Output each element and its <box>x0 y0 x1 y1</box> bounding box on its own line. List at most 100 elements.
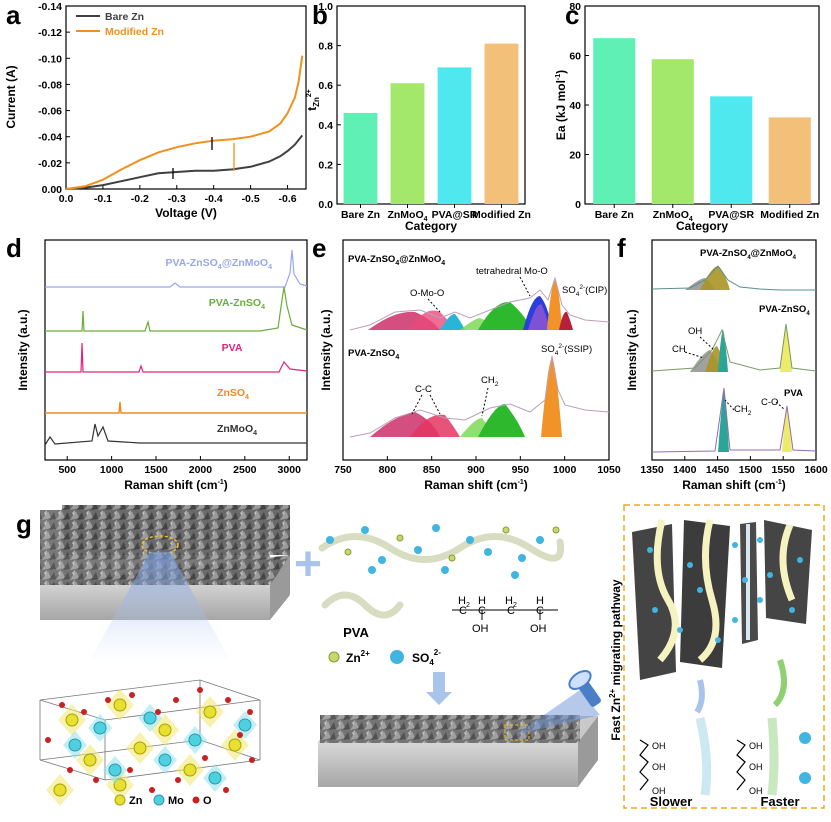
channel-ion <box>715 637 721 643</box>
slower-label: Slower <box>650 794 693 809</box>
zn-atom <box>158 723 172 737</box>
chart-e-xtick-label: 1000 <box>553 464 577 476</box>
chart-d-label-5: ZnMoO4 <box>217 423 257 437</box>
chart-d-xtick-label: 500 <box>58 464 76 476</box>
panel-label-c: c <box>565 0 579 30</box>
channel-ion <box>677 627 683 633</box>
o-atom <box>59 702 65 708</box>
chart-a-ytick-label: -0.06 <box>38 106 62 118</box>
slower-arrow <box>694 679 705 714</box>
o-atom <box>197 687 203 693</box>
chart-a-ytick-label: -0.02 <box>38 158 62 170</box>
chart-e-top-peak-8 <box>547 280 562 330</box>
o-atom <box>129 692 135 698</box>
zn-ion <box>552 526 560 534</box>
chart-d-label-1: PVA-ZnSO4@ZnMoO4 <box>165 257 272 271</box>
o-atom <box>173 697 179 703</box>
chem-h2-b: H2 <box>505 595 517 609</box>
chem-h2-a: H2 <box>458 595 470 609</box>
channel-ion <box>687 562 693 568</box>
plus-sign: + <box>294 538 322 591</box>
faster-oh-1: OH <box>749 741 763 751</box>
o-atom <box>175 777 181 783</box>
zn-atom <box>113 778 127 792</box>
chart-d-label-2: PVA-ZnSO4 <box>209 297 265 311</box>
chart-a: 0.0 -0.1 -0.2 -0.3 -0.4 -0.5 -0.6 0.00 -0.02 -0.0… <box>4 1 307 220</box>
chart-e-ann-tetra: tetrahedral Mo-O <box>476 266 548 277</box>
chem-c-3: C <box>507 605 515 617</box>
chem-c-2: C <box>478 605 486 617</box>
zn-atom <box>133 741 147 755</box>
chart-b-ylabel: tZn2+ <box>305 89 321 111</box>
chart-f-ann-ch-leader <box>684 351 705 359</box>
zn-ion <box>344 548 352 556</box>
chart-f-bot-title: PVA <box>784 388 803 399</box>
chart-a-xtick-label: -0.4 <box>205 193 223 205</box>
legend-mo-dot <box>153 794 165 806</box>
chart-e-ann-cc-leader-2 <box>429 394 441 415</box>
chart-b-xlabel: Category <box>405 219 457 233</box>
channel-illustration <box>632 519 812 680</box>
chart-f-ann-oh-leader <box>699 336 715 351</box>
chart-d-xtick-label: 2000 <box>189 464 213 476</box>
chart-d-xtick-label: 3000 <box>278 464 302 476</box>
pathway-label: Fast Zn2+ migrating pathway <box>608 579 623 740</box>
chart-e-xlabel: Raman shift (cm-1) <box>424 478 528 492</box>
chart-e: 750 800 850 900 950 1000 1050 PVA-ZnSO4@ZnMoO4… <box>319 239 621 492</box>
so4-ion <box>466 536 474 544</box>
so4-ion-dot <box>390 650 404 664</box>
chart-d-trace-pva-znso4 <box>45 286 308 332</box>
faster-label: Faster <box>760 794 799 809</box>
chart-f-ann-co: C-O <box>761 397 778 408</box>
chem-c-1: C <box>459 605 467 617</box>
o-atom <box>149 787 155 793</box>
mo-atom <box>93 721 107 735</box>
zn-ion-label: Zn2+ <box>346 649 370 665</box>
chart-d-trace-pva-znso4-znmoo4 <box>45 249 308 288</box>
chart-e-ann-cip: SO42-(CIP) <box>562 284 607 298</box>
zn-atom <box>65 713 79 727</box>
zn-atom <box>228 738 242 752</box>
legend-o-label: O <box>203 795 212 807</box>
legend-a-modified-label: Modified Zn <box>105 26 164 38</box>
faster-arrow <box>772 659 787 708</box>
chart-e-xtick-label: 900 <box>467 464 485 476</box>
o-atom <box>67 767 73 773</box>
channel-ion <box>742 577 748 583</box>
zn-atom <box>83 753 97 767</box>
chart-f-xtick-label: 1450 <box>706 464 730 476</box>
chart-f-ann-ch: CH <box>672 344 686 355</box>
chart-a-xtick-label: -0.2 <box>131 193 149 205</box>
chart-a-xtick-label: -0.1 <box>94 193 112 205</box>
channel-ion <box>757 537 763 543</box>
chart-e-xtick-label: 750 <box>334 464 352 476</box>
so4-ion <box>368 566 376 574</box>
panel-label-d: d <box>6 233 22 263</box>
chart-d-xtick-label: 1500 <box>144 464 168 476</box>
o-atom <box>223 787 229 793</box>
chart-e-ann-ch2: CH2 <box>481 375 499 388</box>
chart-f: 1350 1400 1450 1500 1550 1600 PVA-ZnSO4@ZnMoO… <box>625 239 828 492</box>
magnifier-icon <box>568 670 601 707</box>
chart-c-category-3: Modified Zn <box>760 209 819 221</box>
chart-e-ann-ch2-leader <box>481 387 489 417</box>
so4-ion <box>378 556 386 564</box>
chart-f-xtick-label: 1500 <box>739 464 763 476</box>
chart-a-ylabel: Current (A) <box>4 65 18 128</box>
panel-label-f: f <box>617 233 626 263</box>
chart-e-ann-cc-leader-1 <box>411 394 423 415</box>
legend-mo-label: Mo <box>168 795 184 807</box>
panel-label-b: b <box>312 0 328 30</box>
o-atom <box>155 709 161 715</box>
chart-e-top-title: PVA-ZnSO4@ZnMoO4 <box>348 254 445 267</box>
chart-f-mid-title: PVA-ZnSO4 <box>759 304 810 317</box>
o-atom <box>247 709 253 715</box>
chart-f-ylabel: Intensity (a.u.) <box>625 309 639 390</box>
chart-a-ytick-label: 0.00 <box>42 184 63 196</box>
so4-ion <box>441 566 449 574</box>
mo-atom <box>143 711 157 725</box>
so4-ion <box>414 546 422 554</box>
chart-f-ann-ch2: CH2 <box>734 404 752 417</box>
chart-d: 500 1000 1500 2000 2500 3000 PVA-ZnSO4@ZnMoO4… <box>16 239 308 492</box>
